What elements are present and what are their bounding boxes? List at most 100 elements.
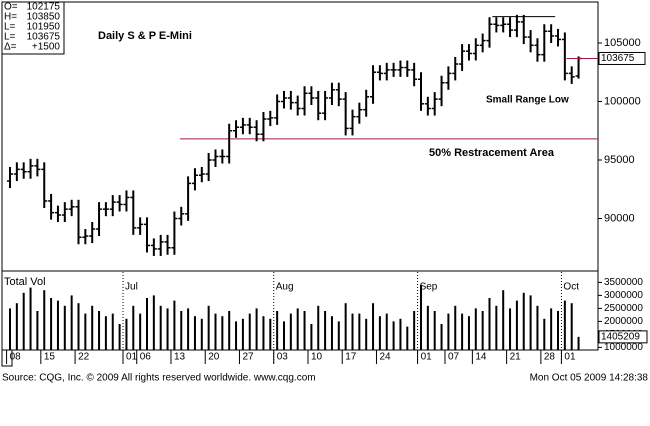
month-label: Jul bbox=[125, 282, 138, 293]
header-label: Δ= bbox=[4, 42, 17, 53]
y-tick-label: 95000 bbox=[604, 154, 635, 166]
x-tick-label: 21 bbox=[510, 352, 522, 363]
vol-y-tick-label: 3000000 bbox=[604, 290, 643, 301]
volume-bar bbox=[509, 308, 512, 350]
x-tick-label: 28 bbox=[544, 352, 556, 363]
volume-bar bbox=[269, 318, 272, 350]
volume-bar bbox=[22, 292, 25, 350]
volume-bar bbox=[63, 305, 66, 350]
volume-bar bbox=[474, 308, 477, 350]
volume-bar bbox=[570, 303, 573, 350]
x-tick-label: 10 bbox=[311, 352, 323, 363]
low-label: Small Range Low bbox=[486, 95, 569, 106]
x-tick-label: 01 bbox=[126, 352, 138, 363]
y-tick-label: 90000 bbox=[604, 212, 635, 224]
volume-bar bbox=[111, 313, 114, 350]
header-value: 103850 bbox=[27, 12, 61, 23]
volume-bar bbox=[56, 300, 59, 350]
volume-bar bbox=[221, 316, 224, 350]
volume-bar bbox=[385, 313, 388, 350]
volume-bar bbox=[241, 318, 244, 350]
vol-y-tick-label: 2500000 bbox=[604, 303, 643, 314]
y-tick-label: 105000 bbox=[604, 37, 641, 49]
volume-bar bbox=[29, 287, 32, 350]
x-tick-label: 20 bbox=[208, 352, 220, 363]
volume-bar bbox=[378, 316, 381, 350]
volume-bar bbox=[276, 311, 279, 350]
volume-bar bbox=[139, 313, 142, 350]
volume-bar bbox=[9, 308, 11, 350]
volume-bar bbox=[330, 316, 333, 350]
volume-title: Total Vol bbox=[4, 276, 46, 288]
volume-bar bbox=[15, 303, 18, 350]
volume-bar bbox=[495, 305, 498, 350]
volume-bar bbox=[337, 321, 340, 350]
volume-bar bbox=[77, 303, 80, 350]
volume-bar bbox=[447, 313, 450, 350]
volume-bar bbox=[317, 305, 320, 350]
volume-bar bbox=[248, 313, 251, 350]
month-label: Aug bbox=[276, 282, 294, 293]
volume-bar bbox=[372, 303, 375, 350]
volume-bar bbox=[310, 324, 313, 350]
volume-bar bbox=[228, 311, 231, 350]
vol-y-tick-label: 2000000 bbox=[604, 316, 643, 327]
volume-bar bbox=[214, 313, 217, 350]
x-tick-label: 03 bbox=[277, 352, 289, 363]
volume-bar bbox=[262, 316, 265, 350]
volume-bar bbox=[413, 311, 416, 350]
header-label: H= bbox=[4, 12, 17, 23]
month-label: Oct bbox=[563, 282, 579, 293]
plot-frame bbox=[1, 1, 599, 351]
volume-bar bbox=[344, 303, 347, 350]
volume-bar bbox=[235, 321, 238, 350]
last-price-box bbox=[598, 51, 646, 65]
header-label: L= bbox=[4, 22, 16, 33]
volume-bar bbox=[166, 308, 169, 350]
volume-bar bbox=[187, 308, 190, 350]
support-label: 50% Restracement Area bbox=[429, 147, 555, 159]
last-volume-box bbox=[598, 330, 648, 344]
volume-bar bbox=[255, 308, 258, 350]
vol-y-tick-label: 3500000 bbox=[604, 277, 643, 288]
volume-bar bbox=[283, 321, 285, 350]
volume-bar bbox=[180, 311, 183, 350]
header-value: +1500 bbox=[32, 42, 61, 53]
volume-bar bbox=[433, 311, 436, 350]
y-tick-label: 100000 bbox=[604, 95, 641, 107]
volume-bar bbox=[104, 316, 107, 350]
x-tick-label: 27 bbox=[242, 352, 254, 363]
header-label: L= bbox=[4, 32, 16, 43]
last-price-label: 103675 bbox=[601, 53, 635, 64]
header-value: 101950 bbox=[27, 22, 61, 33]
volume-bar bbox=[392, 321, 395, 350]
header-box bbox=[1, 1, 65, 55]
volume-bar bbox=[36, 311, 39, 350]
volume-bar bbox=[454, 305, 457, 350]
x-tick-label: 07 bbox=[448, 352, 460, 363]
x-tick-label: 15 bbox=[44, 352, 56, 363]
volume-bar bbox=[303, 311, 306, 350]
volume-bar bbox=[50, 298, 53, 350]
timestamp: Mon Oct 05 2009 14:28:38 bbox=[530, 373, 649, 384]
volume-bar bbox=[529, 295, 532, 350]
volume-bar bbox=[550, 308, 553, 350]
volume-bar bbox=[440, 324, 443, 350]
volume-bar bbox=[207, 305, 210, 350]
volume-bar bbox=[536, 305, 539, 350]
x-tick-label: 06 bbox=[140, 352, 152, 363]
x-tick-label: 14 bbox=[475, 352, 487, 363]
volume-bar bbox=[481, 311, 484, 350]
volume-bar bbox=[426, 305, 429, 350]
volume-bar bbox=[193, 316, 196, 350]
volume-bar bbox=[70, 295, 73, 350]
last-volume-label: 1405209 bbox=[601, 332, 640, 343]
x-tick-label: 13 bbox=[174, 352, 186, 363]
volume-bar bbox=[420, 285, 422, 350]
volume-bar bbox=[515, 300, 518, 350]
volume-bar bbox=[200, 318, 203, 350]
volume-bar bbox=[522, 292, 525, 350]
volume-bar bbox=[563, 300, 566, 350]
volume-bar bbox=[399, 318, 402, 350]
x-tick-label: 01 bbox=[421, 352, 433, 363]
